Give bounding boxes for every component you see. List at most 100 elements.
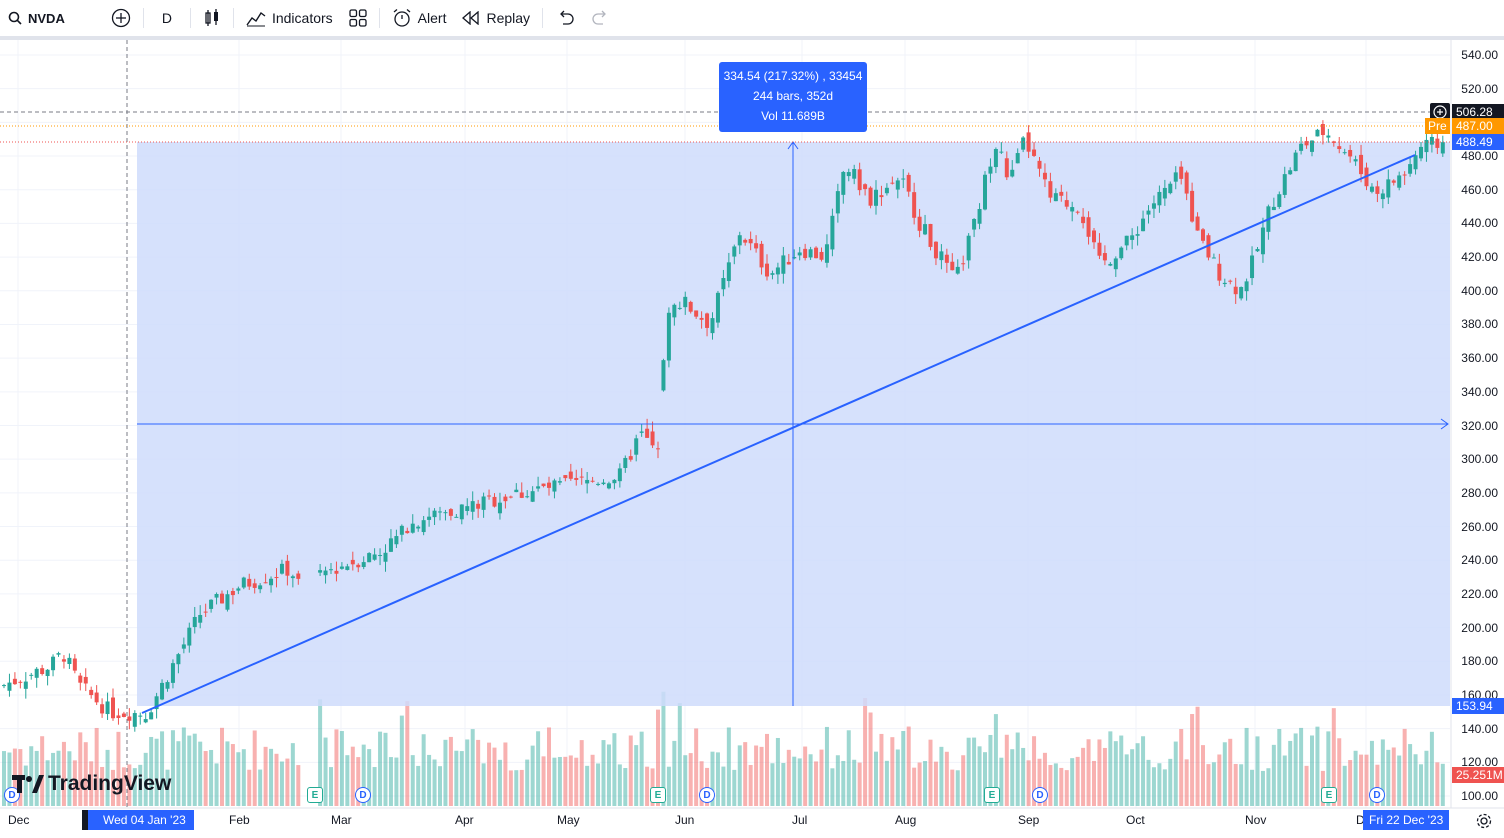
- redo-button[interactable]: [583, 0, 619, 36]
- volume-bar: [263, 746, 268, 806]
- dividend-marker[interactable]: D: [699, 787, 715, 803]
- candle-body: [1059, 191, 1064, 196]
- candle-body: [1233, 286, 1238, 295]
- candle-body: [694, 310, 699, 317]
- volume-bar: [579, 740, 584, 806]
- candle-body: [1397, 175, 1402, 188]
- volume-bar: [797, 758, 802, 806]
- candle-body: [541, 483, 546, 487]
- time-tick-label: Sep: [1018, 813, 1040, 827]
- candle-body: [1271, 206, 1276, 211]
- candle-body: [601, 482, 606, 485]
- volume-bar: [470, 729, 475, 806]
- volume-bar: [1032, 736, 1037, 806]
- candle-body: [781, 255, 786, 274]
- volume-bar: [40, 736, 45, 806]
- volume-bar: [214, 763, 219, 806]
- candlesticks: [2, 120, 1445, 732]
- price-tick-label: 260.00: [1461, 519, 1498, 534]
- candle-body: [999, 151, 1004, 153]
- candle-body: [438, 511, 442, 513]
- toolbar-divider: [189, 8, 191, 28]
- candle-body: [1391, 180, 1396, 183]
- candle-body: [78, 675, 83, 683]
- candle-body: [666, 312, 671, 361]
- dividend-marker[interactable]: D: [1032, 787, 1048, 803]
- volume-bar: [1021, 747, 1026, 806]
- candle-body: [1179, 166, 1184, 179]
- earnings-marker[interactable]: E: [650, 787, 666, 803]
- volume-bar: [1048, 764, 1053, 806]
- volume-bar: [754, 745, 759, 806]
- volume-bar: [1359, 754, 1364, 806]
- layouts-button[interactable]: [341, 0, 375, 36]
- price-tick-label: 520.00: [1461, 81, 1498, 96]
- candle-body: [1282, 174, 1287, 195]
- time-tick-label: Aug: [895, 813, 917, 827]
- volume-bar: [906, 726, 911, 806]
- replay-button[interactable]: Replay: [454, 0, 538, 36]
- candle-body: [1402, 174, 1407, 176]
- volume-bar: [492, 747, 497, 806]
- volume-bar: [557, 756, 562, 806]
- candle-body: [563, 475, 568, 479]
- volume-bar: [1053, 763, 1058, 806]
- dividend-marker[interactable]: D: [355, 787, 371, 803]
- candle-body: [67, 657, 72, 664]
- price-chart[interactable]: [0, 40, 1504, 838]
- volume-bar: [1162, 769, 1167, 806]
- volume-bar: [149, 736, 154, 806]
- candle-body: [1004, 158, 1009, 178]
- settings-icon[interactable]: [1476, 813, 1492, 829]
- price-tick-label: 300.00: [1461, 452, 1498, 467]
- dividend-marker[interactable]: D: [4, 787, 20, 803]
- volume-bar: [786, 749, 791, 806]
- volume-bar: [715, 752, 720, 806]
- candle-body: [1135, 234, 1140, 236]
- candle-body: [170, 663, 175, 683]
- alert-button[interactable]: Alert: [384, 0, 455, 36]
- earnings-marker[interactable]: E: [307, 787, 323, 803]
- candle-body: [274, 577, 279, 579]
- candle-body: [432, 510, 437, 518]
- volume-bar: [427, 754, 432, 806]
- volume-bar: [421, 734, 426, 806]
- volume-bar: [852, 759, 857, 806]
- candle-body: [944, 254, 949, 263]
- volume-bar: [1217, 754, 1222, 806]
- rewind-icon: [462, 11, 480, 25]
- candle-body: [1053, 193, 1058, 202]
- interval-button[interactable]: D: [148, 0, 186, 36]
- earnings-marker[interactable]: E: [984, 787, 1000, 803]
- undo-button[interactable]: [547, 0, 583, 36]
- candle-body: [1342, 152, 1347, 154]
- volume-bar: [1233, 763, 1238, 806]
- volume-bar: [944, 751, 949, 806]
- candle-body: [1141, 218, 1146, 232]
- tradingview-logo[interactable]: TradingView: [12, 772, 171, 796]
- candle-body: [1369, 186, 1374, 192]
- volume-bar: [1239, 764, 1244, 806]
- volume-bar: [2, 751, 6, 806]
- dividend-marker[interactable]: D: [1369, 787, 1385, 803]
- crosshair-add-button[interactable]: [1430, 103, 1450, 121]
- candle-body: [972, 218, 977, 230]
- volume-bar: [209, 749, 214, 806]
- indicators-button[interactable]: Indicators: [238, 0, 341, 36]
- volume-bar: [410, 755, 415, 806]
- candle-body: [1299, 143, 1304, 151]
- time-tick-label: Nov: [1245, 813, 1267, 827]
- volume-bar: [808, 754, 813, 806]
- symbol-search[interactable]: NVDA: [0, 0, 73, 36]
- candle-body: [726, 262, 731, 282]
- candle-body: [1413, 155, 1418, 170]
- candle-body: [192, 616, 197, 628]
- candle-body: [966, 235, 971, 261]
- candle-body: [399, 525, 404, 535]
- volume-bar: [933, 761, 938, 806]
- volume-bar: [160, 731, 165, 806]
- earnings-marker[interactable]: E: [1321, 787, 1337, 803]
- volume-bar: [1331, 708, 1336, 806]
- chart-type-button[interactable]: [195, 0, 229, 36]
- compare-button[interactable]: [103, 0, 139, 36]
